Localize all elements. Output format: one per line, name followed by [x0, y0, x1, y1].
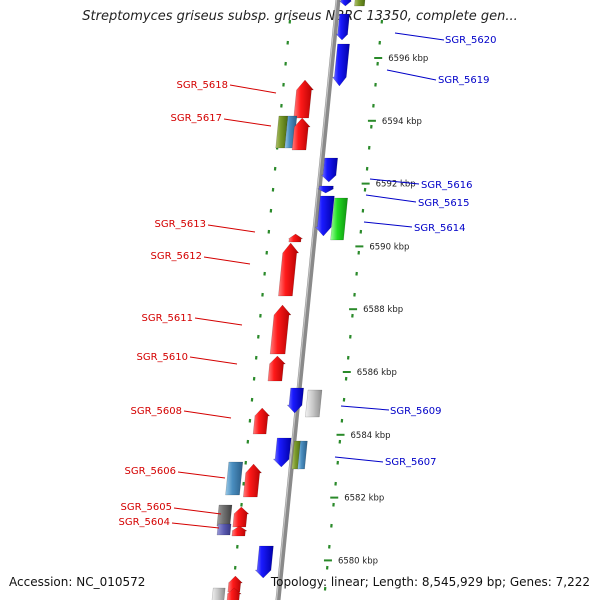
gene-label[interactable]: SGR_5612 [151, 251, 203, 262]
gene-label-lines [171, 32, 445, 529]
gene-label[interactable]: SGR_5607 [385, 457, 437, 468]
ruler-tick-label: 6592 kbp [376, 180, 416, 190]
gene-label-line [171, 522, 220, 529]
gene-label-line [334, 456, 384, 463]
gene-arrow [267, 355, 287, 382]
ruler-tick-label: 6584 kbp [351, 431, 391, 441]
gene-label[interactable]: SGR_5617 [171, 113, 223, 124]
gene-label-line [189, 356, 238, 365]
gene-arrow [216, 504, 233, 527]
gene-arrow [272, 437, 292, 468]
ruler-tick-label: 6580 kbp [338, 556, 378, 566]
gene-label[interactable]: SGR_5614 [414, 223, 466, 234]
ruler-tick-label: 6582 kbp [344, 494, 384, 504]
gene-label-line [177, 471, 226, 479]
gene-label[interactable]: SGR_5620 [445, 35, 497, 46]
gene-arrow [297, 440, 308, 470]
gene-label-line [207, 224, 256, 233]
gene-arrow [314, 195, 335, 237]
gene-label[interactable]: SGR_5605 [121, 502, 173, 513]
ruler-dots [231, 19, 384, 591]
gene-arrow [293, 79, 315, 119]
gene-arrow [320, 157, 338, 183]
gene-label-line [340, 405, 390, 411]
accession-text: Accession: NC_010572 [9, 575, 146, 589]
gene-label-line [394, 32, 445, 41]
gene-arrow [252, 407, 271, 435]
gene-label-line [365, 194, 417, 203]
ruler-ticks: 6596 kbp 6594 kbp 6592 kbp 6590 kbp 6588 kbp… [323, 54, 428, 566]
gene-label[interactable]: SGR_5611 [142, 313, 194, 324]
gene-arrow [226, 587, 242, 600]
gene-label[interactable]: SGR_5609 [390, 406, 442, 417]
backbone-highlight [275, 0, 338, 600]
gene-label-line [203, 256, 251, 265]
gene-arrow [231, 525, 248, 537]
gene-arrow [269, 304, 292, 355]
map-title: Streptomyces griseus subsp. griseus NBRC… [82, 9, 518, 24]
gene-arrow [331, 43, 350, 87]
gene-label-line [183, 410, 232, 419]
ruler-tick-label: 6590 kbp [369, 242, 409, 252]
gene-label[interactable]: SGR_5604 [119, 517, 171, 528]
ruler-tick-label: 6586 kbp [357, 368, 397, 378]
gene-label-line [229, 84, 277, 94]
genome-backbone [275, 0, 341, 600]
gene-arrow [330, 197, 348, 241]
backbone-line [275, 0, 341, 600]
gene-arrow [305, 389, 323, 418]
gene-label-line [173, 507, 222, 515]
gene-arrow [254, 545, 274, 579]
gene-features [211, 0, 366, 600]
gene-label-line [363, 221, 413, 228]
gene-label-line [386, 69, 437, 81]
gene-label[interactable]: SGR_5618 [177, 80, 229, 91]
gene-arrow [338, 0, 353, 7]
gene-label[interactable]: SGR_5613 [155, 219, 207, 230]
gene-label-line [369, 178, 420, 185]
gene-arrow [287, 233, 304, 243]
gene-arrow [286, 387, 304, 414]
gene-arrow [225, 461, 244, 496]
ruler-tick-label: 6588 kbp [363, 305, 403, 315]
ruler-tick-label: 6594 kbp [382, 117, 422, 127]
gene-label[interactable]: SGR_5610 [137, 352, 189, 363]
ruler-tick-label: 6596 kbp [388, 54, 428, 64]
gene-label[interactable]: SGR_5616 [421, 180, 473, 191]
gene-arrow [335, 13, 350, 41]
topology-text: Topology: linear; Length: 8,545,929 bp; … [270, 575, 590, 589]
gene-label[interactable]: SGR_5615 [418, 198, 470, 209]
gene-arrow [216, 523, 232, 536]
gene-arrow [232, 506, 250, 528]
gene-arrow [354, 0, 366, 7]
gene-arrow [278, 242, 300, 297]
gene-label[interactable]: SGR_5606 [125, 466, 177, 477]
gene-arrow [317, 185, 334, 194]
gene-arrow [291, 117, 311, 151]
gene-labels: SGR_5620 SGR_5619 SGR_5618 SGR_5617 SGR_5616… [119, 35, 497, 528]
gene-label-line [223, 118, 272, 127]
gene-label-line [194, 317, 243, 326]
gene-label[interactable]: SGR_5619 [438, 75, 490, 86]
gene-arrow [243, 463, 263, 498]
gene-label[interactable]: SGR_5608 [131, 406, 183, 417]
gene-arrow [211, 587, 226, 600]
